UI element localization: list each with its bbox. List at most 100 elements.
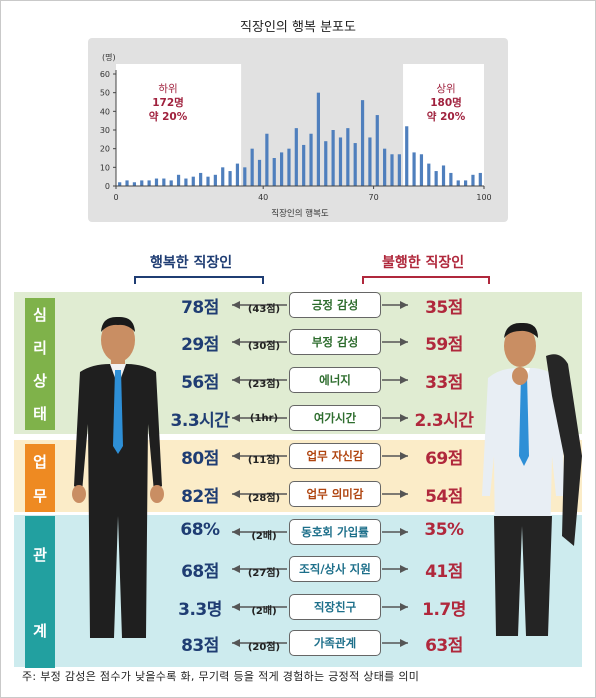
histogram-bar [147,180,151,186]
relation-char: 계 [33,621,47,640]
high-highlight-pct: 약 20% [426,111,466,123]
low-highlight-label: 하위 [158,83,178,95]
histogram-bar [456,180,460,186]
histogram-bar [324,141,328,186]
x-tick-label: 100 [476,193,491,202]
unhappy-worker-illustration [482,322,582,636]
happy-value: 68% [180,520,220,540]
arrow-left-head [232,414,240,422]
difference-label: (27점) [247,568,281,579]
metric-box: 에너지 [289,367,381,393]
histogram-bar [221,167,225,186]
histogram-bar [206,176,210,186]
x-tick-label: 40 [258,193,268,202]
arrow-right-head [400,452,408,460]
histogram-bar [125,180,129,186]
arrow-right-head [400,338,408,346]
histogram-bar [375,115,379,186]
unhappy-header-underline [362,276,490,278]
histogram-bar [191,176,195,186]
histogram-bar [338,137,343,186]
unhappy-value: 63점 [425,636,463,656]
low-highlight-pct: 약 20% [148,111,188,123]
happy-value: 83점 [181,636,219,656]
metric-box: 직장친구 [289,594,381,620]
histogram-bar [471,174,475,186]
difference-label: (30점) [247,341,281,352]
histogram-bar [419,154,424,186]
arrow-left-head [232,376,240,384]
unhappy-header: 불행한 직장인 [382,255,465,271]
psych-char: 태 [33,405,47,423]
high-highlight-text: 상위 180명 약 20% [418,82,474,124]
histogram-bar [390,154,394,186]
arrow-left-head [232,338,240,346]
metric-box: 부정 감성 [289,329,381,355]
chart-title: 직장인의 행복 분포도 [240,20,356,35]
low-highlight-count: 172명 [152,97,184,109]
histogram-bar [140,180,144,186]
work-char: 무 [33,486,47,505]
happy-underline-tick-left [134,276,136,284]
histogram-bar [280,152,284,186]
arrow-right-head [400,639,408,647]
metric-box: 업무 의미감 [289,481,381,507]
arrow-left-head [232,490,240,498]
difference-label: (2배) [251,531,277,542]
histogram-bar [316,92,320,186]
arrow-left-head [232,639,240,647]
relation-char: 관 [33,545,47,564]
histogram-chart: 0 10 20 30 40 50 60 (명) 0 40 70 100 직장인의 행복도 [100,52,492,219]
histogram-bar [257,159,262,186]
difference-label: (2배) [251,606,277,617]
histogram-bar [265,133,269,186]
arrow-left-head [232,565,240,573]
metric-box: 긍정 감성 [289,292,381,318]
difference-label: (11점) [247,455,281,466]
histogram-bar [132,182,136,186]
unhappy-value: 2.3시간 [414,411,474,431]
happy-header: 행복한 직장인 [150,255,233,271]
metric-box: 가족관계 [289,630,381,656]
difference-label: (1hr) [249,413,279,424]
y-tick-label: 50 [100,89,110,98]
happy-value: 3.3시간 [170,411,230,431]
histogram-bar [353,143,357,186]
histogram-bar [405,126,409,186]
histogram-bar [272,158,276,186]
arrow-right-head [400,528,408,536]
y-tick-label: 40 [100,107,110,116]
histogram-bar [331,130,335,186]
histogram-panel: 0 10 20 30 40 50 60 (명) 0 40 70 100 직장인의 행복도 하위 172명… [88,38,508,222]
arrow-right-head [400,376,408,384]
y-tick-label: 60 [100,70,110,79]
metric-box: 여가시간 [289,405,381,431]
arrow-right-head [400,490,408,498]
histogram-bar [383,148,387,186]
unhappy-value: 35% [424,520,464,540]
unhappy-value: 69점 [425,449,463,469]
histogram-bar [243,167,247,186]
unhappy-value: 59점 [425,335,463,355]
difference-label: (28점) [247,493,281,504]
histogram-bar [154,178,159,186]
histogram-bar [169,180,173,186]
histogram-bar [449,172,453,186]
histogram-bar [118,182,122,186]
x-tick-label: 0 [113,193,118,202]
metric-box: 조직/상사 지원 [289,556,381,582]
psych-char: 리 [33,339,47,357]
histogram-bar [228,171,232,186]
histogram-bar [427,163,431,186]
histogram-bar [250,148,254,186]
unhappy-value: 1.7명 [422,600,466,620]
low-highlight-box [116,64,242,186]
happy-value: 78점 [181,298,219,318]
arrow-right-head [400,565,408,573]
histogram-bar [434,171,438,186]
psych-char: 심 [33,306,47,324]
histogram-bar [309,133,313,186]
happy-value: 56점 [181,373,219,393]
unhappy-underline-tick-left [362,276,364,284]
